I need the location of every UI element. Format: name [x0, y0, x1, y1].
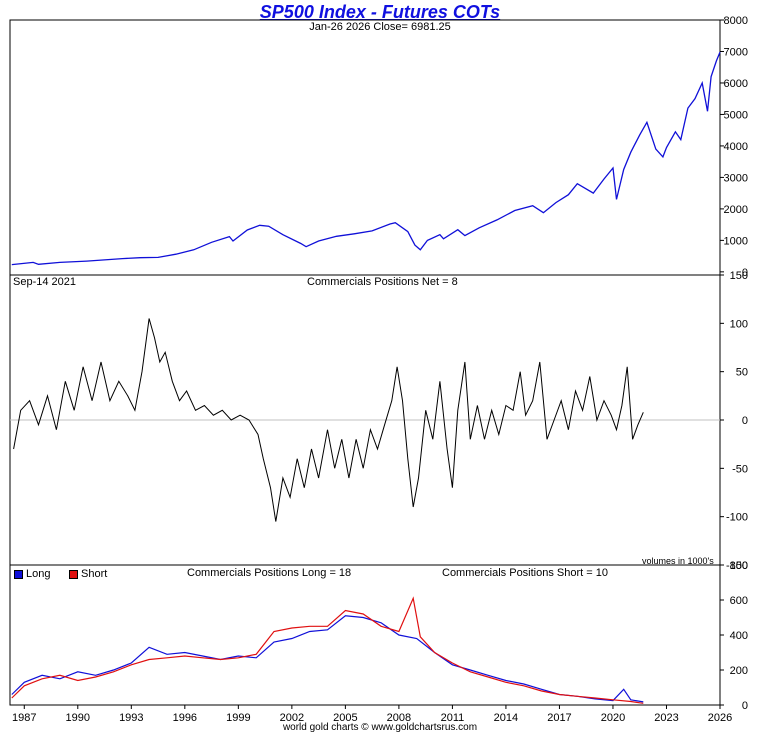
- x-tick-label: 1996: [173, 712, 197, 724]
- chart-title: SP500 Index - Futures COTs: [259, 2, 501, 22]
- y-tick-label: 7000: [724, 46, 748, 58]
- y-tick-label: 800: [730, 560, 748, 572]
- chart-subtitle: Jan-26 2026 Close= 6981.25: [309, 21, 451, 33]
- y-tick-label: -100: [726, 512, 748, 524]
- y-tick-label: 2000: [724, 204, 748, 216]
- footer-credit: world gold charts © www.goldchartsrus.co…: [282, 722, 478, 733]
- y-tick-label: 1000: [724, 235, 748, 247]
- price-series-line: [11, 51, 721, 266]
- y-tick-label: 4000: [724, 141, 748, 153]
- long-panel-title: Commercials Positions Long = 18: [187, 567, 352, 579]
- legend-short-label: Short: [81, 568, 108, 580]
- y-tick-label: 0: [742, 700, 748, 712]
- x-tick-label: 1999: [226, 712, 250, 724]
- y-tick-label: 5000: [724, 109, 748, 121]
- x-tick-label: 2008: [387, 712, 411, 724]
- y-tick-label: 150: [730, 270, 748, 282]
- net-panel-title: Commercials Positions Net = 8: [307, 276, 458, 288]
- y-tick-label: -50: [732, 463, 748, 475]
- x-tick-label: 2002: [280, 712, 304, 724]
- legend-long-swatch: [14, 569, 23, 579]
- x-tick-label: 1987: [12, 712, 36, 724]
- y-tick-label: 600: [730, 595, 748, 607]
- x-tick-label: 1993: [119, 712, 143, 724]
- x-tick-label: 2020: [601, 712, 625, 724]
- volume-note: volumes in 1000's: [642, 556, 714, 566]
- net-series-line: [13, 318, 644, 522]
- x-tick-label: 2017: [547, 712, 571, 724]
- short-series-line: [11, 596, 644, 704]
- y-tick-label: -150: [726, 560, 748, 572]
- y-tick-label: 200: [730, 665, 748, 677]
- x-tick-label: 1990: [66, 712, 90, 724]
- x-tick-label: 2011: [441, 712, 465, 724]
- legend-short-swatch: [69, 569, 78, 579]
- panel-frame: [9, 564, 721, 706]
- y-tick-label: 3000: [724, 172, 748, 184]
- y-tick-label: 0: [742, 415, 748, 427]
- legend-long: Long: [14, 568, 50, 580]
- y-tick-label: 8000: [724, 15, 748, 27]
- y-tick-label: 50: [736, 367, 748, 379]
- y-tick-label: 0: [742, 267, 748, 279]
- x-tick-label: 2026: [708, 712, 732, 724]
- x-tick-label: 2005: [333, 712, 357, 724]
- panel-frame: [9, 19, 721, 276]
- long-series-line: [11, 615, 644, 703]
- y-tick-label: 6000: [724, 78, 748, 90]
- y-tick-label: 100: [730, 318, 748, 330]
- legend-long-label: Long: [26, 568, 51, 580]
- net-date-label: Sep-14 2021: [13, 276, 76, 288]
- x-tick-label: 2014: [494, 712, 518, 724]
- short-panel-title: Commercials Positions Short = 10: [442, 567, 608, 579]
- y-tick-label: 400: [730, 630, 748, 642]
- legend-short: Short: [69, 568, 107, 580]
- x-tick-label: 2023: [654, 712, 678, 724]
